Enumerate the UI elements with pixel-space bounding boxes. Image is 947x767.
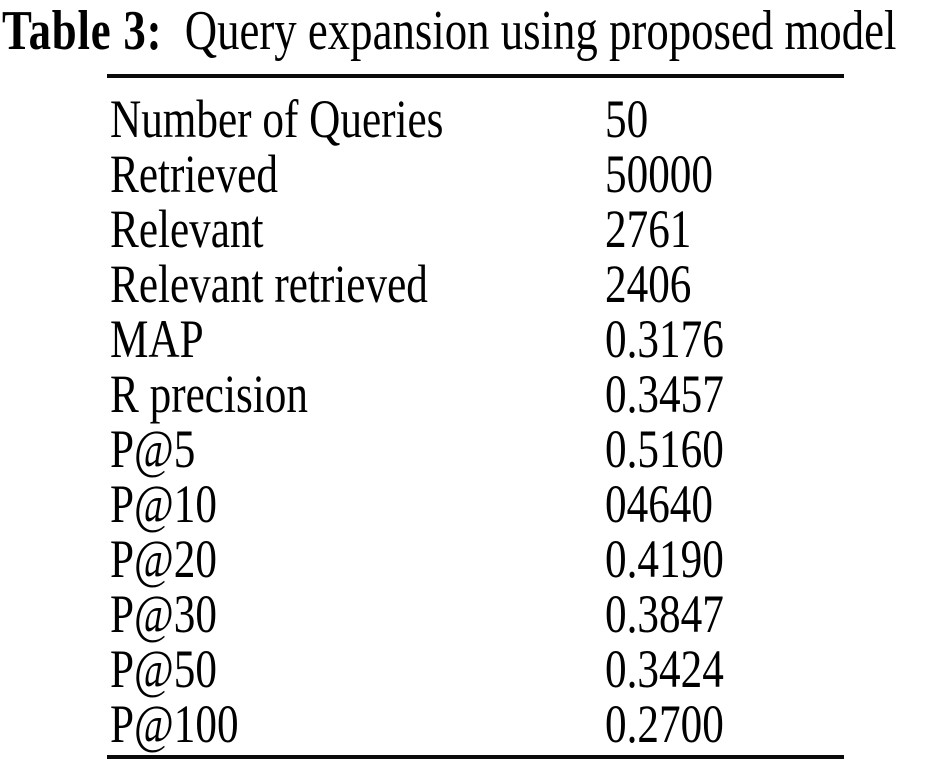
table-top-rule (107, 74, 844, 78)
table-caption-label: Table 3: (2, 0, 163, 62)
table-row: R precision 0.3457 (110, 367, 850, 422)
row-label: P@50 (110, 639, 218, 699)
row-label: Relevant (110, 199, 264, 259)
table-row: Retrieved 50000 (110, 147, 850, 202)
table-row: Number of Queries 50 (110, 92, 850, 147)
row-value: 2761 (605, 199, 692, 259)
row-value: 0.4190 (605, 529, 724, 589)
row-value: 2406 (605, 254, 692, 314)
row-value: 50 (605, 89, 649, 149)
table-row: Relevant 2761 (110, 202, 850, 257)
table-row: P@50 0.3424 (110, 642, 850, 697)
table-row: P@100 0.2700 (110, 697, 850, 752)
row-value: 0.3847 (605, 584, 724, 644)
row-label: P@5 (110, 419, 196, 479)
row-label: P@30 (110, 584, 218, 644)
row-label: P@100 (110, 694, 239, 754)
row-value: 0.5160 (605, 419, 724, 479)
table-caption-text: Query expansion using proposed model (184, 0, 897, 62)
table-row: P@20 0.4190 (110, 532, 850, 587)
table-bottom-rule (107, 755, 844, 759)
row-label: MAP (110, 309, 204, 369)
row-value: 04640 (605, 474, 713, 534)
table-row: P@10 04640 (110, 477, 850, 532)
table-row: P@30 0.3847 (110, 587, 850, 642)
row-value: 0.2700 (605, 694, 724, 754)
row-value: 50000 (605, 144, 713, 204)
results-table: Number of Queries 50 Retrieved 50000 Rel… (110, 92, 850, 752)
table-caption: Table 3: Query expansion using proposed m… (2, 0, 896, 64)
row-value: 0.3424 (605, 639, 724, 699)
row-label: P@10 (110, 474, 218, 534)
table-row: P@5 0.5160 (110, 422, 850, 477)
row-label: Relevant retrieved (110, 254, 428, 314)
row-value: 0.3176 (605, 309, 724, 369)
row-value: 0.3457 (605, 364, 724, 424)
row-label: P@20 (110, 529, 218, 589)
row-label: Number of Queries (110, 89, 444, 149)
table-row: MAP 0.3176 (110, 312, 850, 367)
row-label: Retrieved (110, 144, 278, 204)
row-label: R precision (110, 364, 308, 424)
table-row: Relevant retrieved 2406 (110, 257, 850, 312)
